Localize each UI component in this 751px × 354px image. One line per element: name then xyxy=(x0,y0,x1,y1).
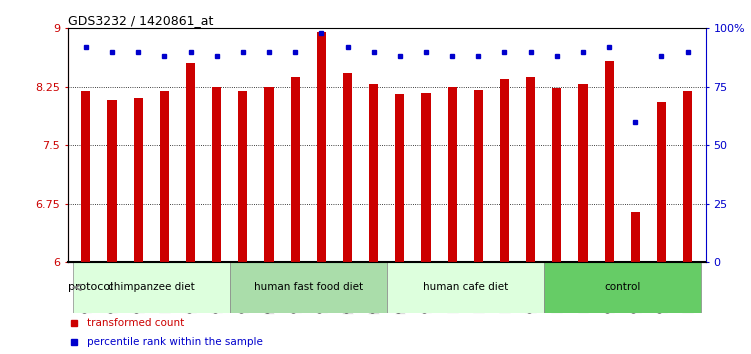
Bar xyxy=(317,32,326,262)
Bar xyxy=(474,90,483,262)
Bar xyxy=(544,262,701,313)
Bar xyxy=(238,91,247,262)
Text: chimpanzee diet: chimpanzee diet xyxy=(108,282,195,292)
Bar xyxy=(683,91,692,262)
Bar xyxy=(631,212,640,262)
Bar xyxy=(657,102,666,262)
Bar xyxy=(81,91,90,262)
Text: human cafe diet: human cafe diet xyxy=(423,282,508,292)
Text: protocol: protocol xyxy=(68,282,113,292)
Bar xyxy=(395,94,405,262)
Bar xyxy=(387,262,544,313)
Bar xyxy=(500,79,509,262)
Bar xyxy=(526,76,535,262)
Bar xyxy=(212,87,222,262)
Bar xyxy=(448,87,457,262)
Bar xyxy=(291,76,300,262)
Bar xyxy=(264,87,273,262)
Bar xyxy=(421,93,430,262)
Text: human fast food diet: human fast food diet xyxy=(254,282,363,292)
Bar xyxy=(107,100,116,262)
Text: control: control xyxy=(604,282,641,292)
Bar xyxy=(605,61,614,262)
Bar xyxy=(73,262,230,313)
Text: percentile rank within the sample: percentile rank within the sample xyxy=(87,337,263,347)
Bar xyxy=(186,63,195,262)
Bar xyxy=(578,84,587,262)
Bar xyxy=(230,262,387,313)
Bar xyxy=(160,91,169,262)
Bar xyxy=(134,98,143,262)
Bar xyxy=(552,88,562,262)
Bar xyxy=(343,74,352,262)
Text: transformed count: transformed count xyxy=(87,318,184,328)
Bar xyxy=(369,84,379,262)
Text: GDS3232 / 1420861_at: GDS3232 / 1420861_at xyxy=(68,14,213,27)
